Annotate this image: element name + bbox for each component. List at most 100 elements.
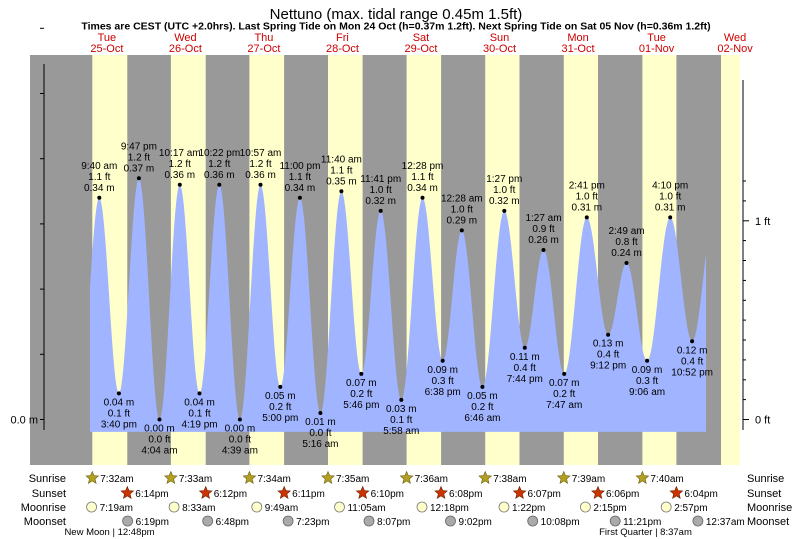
tide-ft: 1.2 ft — [208, 159, 230, 170]
tide-m: 0.03 m — [386, 404, 417, 415]
tide-time: 10:52 pm — [671, 367, 713, 378]
tide-time: 5:16 am — [302, 439, 338, 450]
moonrise-time: 2:57pm — [674, 503, 707, 514]
moonset-time: 10:08pm — [541, 517, 580, 528]
water-area — [90, 178, 706, 432]
tide-point — [297, 195, 302, 200]
tide-time: 1:27 pm — [486, 174, 522, 185]
y-left-label: 0.0 m — [10, 415, 38, 427]
tide-time: 2:41 pm — [569, 180, 605, 191]
tide-time: 2:49 am — [608, 226, 644, 237]
sunset-time: 6:14pm — [135, 489, 168, 500]
moonrise-time: 9:49am — [265, 503, 298, 514]
tide-point — [420, 195, 425, 200]
tide-time: 11:41 pm — [360, 174, 401, 185]
tide-ft: 1.1 ft — [330, 165, 352, 176]
tide-ft: 1.0 ft — [451, 204, 473, 215]
tide-ft: 1.2 ft — [169, 159, 191, 170]
sunrise-icon — [635, 470, 650, 484]
tide-time: 11:00 pm — [279, 161, 320, 172]
moonset-icon — [609, 515, 621, 527]
tide-point — [541, 248, 546, 252]
day-date: 26-Oct — [169, 43, 202, 55]
day-name: Wed — [724, 32, 746, 44]
tide-ft: 0.4 ft — [597, 350, 619, 361]
moonrise-icon — [168, 501, 180, 513]
tide-ft: 0.1 ft — [188, 408, 210, 419]
tide-ft: 1.2 ft — [128, 152, 150, 163]
sunset-time: 6:04pm — [684, 489, 717, 500]
row-label-left: Moonset — [24, 516, 66, 528]
tide-m: 0.32 m — [489, 196, 520, 207]
tide-m: 0.34 m — [84, 183, 115, 194]
sunset-icon — [355, 485, 370, 499]
tide-ft: 0.2 ft — [553, 389, 575, 400]
tide-m: 0.36 m — [245, 170, 276, 181]
row-label-left: Sunrise — [29, 473, 66, 485]
moonrise-icon — [334, 501, 345, 513]
tide-m: 0.32 m — [365, 196, 396, 207]
sunset-icon — [512, 485, 527, 499]
tide-ft: 0.3 ft — [432, 376, 454, 387]
tide-m: 0.34 m — [407, 183, 438, 194]
tide-ft: 0.2 ft — [269, 402, 291, 413]
tide-point — [237, 417, 242, 422]
tide-point — [116, 391, 121, 396]
tide-point — [440, 358, 445, 363]
tide-point — [562, 371, 567, 376]
tide-time: 10:57 am — [240, 148, 282, 159]
tide-ft: 0.4 ft — [681, 356, 703, 367]
sunset-icon — [120, 485, 135, 499]
chart-title: Nettuno (max. tidal range 0.45m 1.5ft) — [270, 6, 523, 23]
row-label-left: Sunset — [32, 488, 66, 500]
tide-ft: 0.2 ft — [471, 402, 493, 413]
tide-ft: 0.2 ft — [350, 389, 372, 400]
tide-time: 4:19 pm — [181, 419, 217, 430]
tide-m: 0.26 m — [528, 235, 559, 246]
moonset-icon — [527, 515, 539, 527]
tide-point — [97, 195, 102, 200]
day-date: 01-Nov — [639, 43, 675, 55]
tide-m: 0.29 m — [447, 215, 478, 226]
tide-ft: 0.9 ft — [532, 224, 554, 235]
day-name: Sat — [413, 32, 430, 44]
tide-time: 10:22 pm — [198, 148, 240, 159]
tide-time: 6:46 am — [464, 413, 500, 424]
moonset-icon — [122, 515, 133, 527]
moonrise-icon — [580, 501, 591, 513]
day-date: 27-Oct — [247, 43, 280, 55]
day-date: 02-Nov — [717, 43, 753, 55]
tide-m: 0.05 m — [265, 391, 296, 402]
tide-m: 0.07 m — [549, 378, 580, 389]
tide-point — [606, 332, 611, 337]
tide-point — [177, 182, 182, 187]
tide-ft: 0.0 ft — [309, 428, 331, 439]
tide-m: 0.31 m — [655, 202, 686, 213]
sunset-time: 6:10pm — [371, 489, 404, 500]
tide-time: 12:28 am — [441, 193, 483, 204]
sunset-icon — [434, 485, 448, 499]
tide-ft: 1.0 ft — [659, 191, 681, 202]
sunrise-time: 7:35am — [336, 474, 369, 485]
tide-point — [136, 176, 141, 181]
tide-m: 0.13 m — [593, 339, 624, 350]
moon-phase-label: New Moon | 12:48pm — [64, 527, 154, 538]
tide-point — [522, 345, 527, 350]
tide-time: 4:39 am — [222, 446, 258, 457]
moonset-time: 7:23pm — [296, 517, 329, 528]
tide-m: 0.36 m — [204, 170, 235, 181]
tide-m: 0.37 m — [124, 163, 155, 174]
tide-ft: 1.0 ft — [370, 185, 392, 196]
moonrise-icon — [86, 501, 97, 513]
tide-point — [668, 215, 673, 220]
sunset-icon — [277, 485, 292, 499]
moonset-time: 6:48pm — [216, 517, 249, 528]
day-name: Thu — [254, 32, 273, 44]
day-date: 25-Oct — [90, 43, 123, 55]
tide-point — [690, 339, 695, 344]
sunset-time: 6:12pm — [214, 489, 247, 500]
tide-ft: 1.1 ft — [88, 172, 110, 183]
sunset-icon — [591, 485, 605, 499]
tide-point — [584, 215, 589, 220]
sunrise-icon — [321, 470, 335, 484]
